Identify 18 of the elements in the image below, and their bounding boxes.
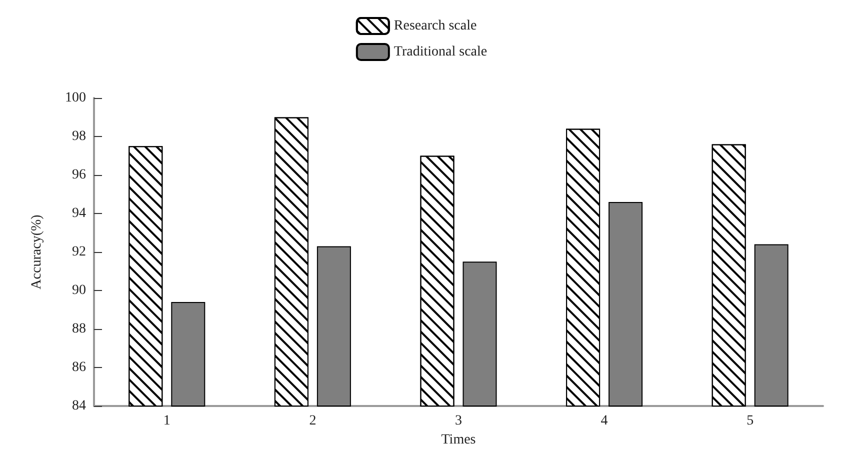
y-tick-label: 100: [65, 90, 86, 106]
y-tick-label: 98: [72, 129, 86, 144]
x-tick-label: 3: [455, 414, 462, 428]
y-tick-label: 84: [72, 398, 86, 414]
legend-label: Research scale: [394, 18, 477, 34]
legend-label: Traditional scale: [394, 44, 488, 60]
x-tick-label: 2: [309, 414, 316, 428]
y-tick-label: 88: [72, 322, 86, 336]
y-tick-label: 94: [72, 206, 86, 221]
x-tick-label: 1: [163, 414, 170, 428]
y-tick-label: 92: [72, 244, 86, 260]
y-tick-label: 90: [72, 283, 86, 298]
y-tick-label: 86: [72, 360, 86, 375]
x-axis-title: Times: [441, 432, 476, 448]
x-tick-label: 4: [600, 414, 608, 428]
y-tick-label: 96: [72, 168, 86, 182]
y-axis-title: Accuracy(%): [30, 214, 44, 290]
x-tick-label: 5: [746, 414, 754, 428]
